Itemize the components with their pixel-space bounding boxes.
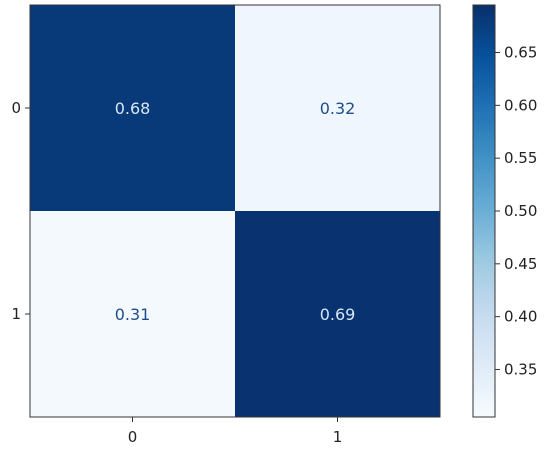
plot-frame [29,4,441,418]
colorbar-ticks: 0.35 0.40 0.45 0.50 0.55 0.60 0.65 [495,44,537,378]
colorbar-tick-label-3: 0.50 [504,202,537,220]
cell-value-label-r1-c1: 0.69 [320,305,356,324]
colorbar [472,4,496,418]
colorbar-tick-label-1: 0.40 [504,308,537,326]
heatmap-cell-r0-c1 [235,5,440,211]
heatmap-cell-r1-c0 [30,211,235,417]
y-tick-label-1: 1 [11,305,21,323]
heatmap-cell-r1-c1 [235,211,440,417]
heatmap-cells [30,5,440,417]
x-tick-label-0: 0 [128,428,138,446]
cell-value-label-r0-c1: 0.32 [320,99,356,118]
cell-value-label-r0-c0: 0.68 [115,99,151,118]
colorbar-tick-label-4: 0.55 [504,149,537,167]
y-tick-label-0: 0 [11,99,21,117]
colorbar-tick-label-6: 0.65 [504,44,537,62]
heatmap-cell-r0-c0 [30,5,235,211]
cell-value-label-r1-c0: 0.31 [115,305,151,324]
heatmap-cell-labels: 0.68 0.32 0.31 0.69 [115,99,356,324]
y-axis: 01 [11,99,30,323]
x-tick-label-1: 1 [333,428,343,446]
colorbar-tick-label-5: 0.60 [504,96,537,114]
colorbar-tick-label-0: 0.35 [504,360,537,378]
colorbar-tick-label-2: 0.45 [504,255,537,273]
